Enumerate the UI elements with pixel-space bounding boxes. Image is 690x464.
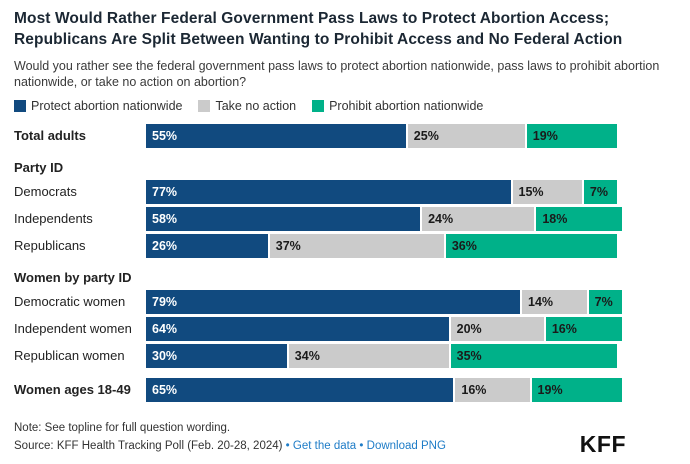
download-png-link[interactable]: Download PNG xyxy=(366,440,446,452)
bar-segment-protect-abortion-nationwide: 79% xyxy=(146,290,523,314)
bar-segment-prohibit-abortion-nationwide: 7% xyxy=(588,290,622,314)
chart-row-democrats: Democrats 77% 15% 7% xyxy=(14,180,622,204)
bar-track: 30% 34% 35% xyxy=(146,344,622,368)
chart-row-republicans: Republicans 26% 37% 36% xyxy=(14,234,622,258)
chart-row-women-ages-18-49: Women ages 18-49 65% 16% 19% xyxy=(14,378,622,402)
bar-segment-take-no-action: 14% xyxy=(522,290,589,314)
bar-track: 58% 24% 18% xyxy=(146,207,622,231)
bar-segment-prohibit-abortion-nationwide: 19% xyxy=(526,124,618,148)
row-label: Republican women xyxy=(14,348,125,363)
chart-row-total-adults: Total adults 55% 25% 19% xyxy=(14,124,622,148)
legend-label: Take no action xyxy=(215,99,297,113)
legend-item-protect: Protect abortion nationwide xyxy=(14,99,182,113)
bar-segment-prohibit-abortion-nationwide: 19% xyxy=(531,378,622,402)
kff-logo: KFF xyxy=(579,431,626,457)
footer: Note: See topline for full question word… xyxy=(14,419,626,457)
bar-segment-protect-abortion-nationwide: 65% xyxy=(146,378,456,402)
legend-label: Protect abortion nationwide xyxy=(31,99,183,113)
legend-swatch-protect-icon xyxy=(14,100,26,112)
row-label: Independents xyxy=(14,211,93,226)
chart-rows: Total adults 55% 25% 19% Party ID Democrats 77… xyxy=(14,124,622,402)
bar-track: 64% 20% 16% xyxy=(146,317,622,341)
bar-track: 79% 14% 7% xyxy=(146,290,622,314)
row-label: Democratic women xyxy=(14,294,126,309)
footer-note: Note: See topline for full question word… xyxy=(14,422,231,434)
footer-source-line: Source: KFF Health Tracking Poll (Feb. 2… xyxy=(14,437,446,455)
footer-source: Source: KFF Health Tracking Poll (Feb. 2… xyxy=(14,440,283,452)
chart-row-independent-women: Independent women 64% 20% 16% xyxy=(14,317,622,341)
chart-row-democratic-women: Democratic women 79% 14% 7% xyxy=(14,290,622,314)
row-label: Democrats xyxy=(14,184,77,199)
footer-text: Note: See topline for full question word… xyxy=(14,419,446,455)
bar-segment-take-no-action: 37% xyxy=(269,234,446,258)
bar-track: 77% 15% 7% xyxy=(146,180,622,204)
bar-segment-prohibit-abortion-nationwide: 16% xyxy=(545,317,622,341)
bullet-separator: • xyxy=(359,440,364,452)
legend-item-prohibit: Prohibit abortion nationwide xyxy=(312,99,483,113)
bar-segment-take-no-action: 25% xyxy=(407,124,527,148)
chart-subtitle: Would you rather see the federal governm… xyxy=(14,59,660,89)
bar-segment-protect-abortion-nationwide: 30% xyxy=(146,344,289,368)
row-label: Independent women xyxy=(14,321,132,336)
bar-segment-prohibit-abortion-nationwide: 35% xyxy=(450,344,618,368)
bar-segment-protect-abortion-nationwide: 64% xyxy=(146,317,451,341)
legend-swatch-no-action-icon xyxy=(198,100,211,112)
legend-item-no-action: Take no action xyxy=(198,99,296,113)
bar-segment-prohibit-abortion-nationwide: 18% xyxy=(536,207,622,231)
bar-segment-protect-abortion-nationwide: 55% xyxy=(146,124,408,148)
bar-segment-protect-abortion-nationwide: 26% xyxy=(146,234,270,258)
chart-row-independents: Independents 58% 24% 18% xyxy=(14,207,622,231)
row-label: Total adults xyxy=(14,128,86,143)
group-header-party-id: Party ID xyxy=(14,160,64,175)
bar-track: 55% 25% 19% xyxy=(146,124,622,148)
bar-segment-take-no-action: 24% xyxy=(422,207,537,231)
bullet-separator: • xyxy=(285,440,290,452)
bar-segment-take-no-action: 20% xyxy=(450,317,546,341)
group-header-women-by-party-id: Women by party ID xyxy=(14,270,132,285)
row-label: Republicans xyxy=(14,238,86,253)
legend-swatch-prohibit-icon xyxy=(312,100,325,112)
row-label: Women ages 18-49 xyxy=(14,382,131,397)
bar-segment-take-no-action: 34% xyxy=(288,344,451,368)
bar-track: 26% 37% 36% xyxy=(146,234,622,258)
chart-row-republican-women: Republican women 30% 34% 35% xyxy=(14,344,622,368)
bar-track: 65% 16% 19% xyxy=(146,378,622,402)
bar-segment-prohibit-abortion-nationwide: 7% xyxy=(583,180,618,204)
bar-segment-take-no-action: 16% xyxy=(455,378,532,402)
chart-title: Most Would Rather Federal Government Pas… xyxy=(14,10,623,48)
bar-segment-take-no-action: 15% xyxy=(512,180,584,204)
bar-segment-protect-abortion-nationwide: 77% xyxy=(146,180,513,204)
bar-segment-prohibit-abortion-nationwide: 36% xyxy=(445,234,618,258)
legend: Protect abortion nationwide Take no acti… xyxy=(14,99,690,113)
bar-segment-protect-abortion-nationwide: 58% xyxy=(146,207,423,231)
get-the-data-link[interactable]: Get the data xyxy=(292,440,357,452)
legend-label: Prohibit abortion nationwide xyxy=(329,99,484,113)
